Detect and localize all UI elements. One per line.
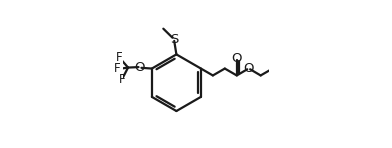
Text: F: F (119, 73, 125, 86)
Text: S: S (170, 33, 178, 46)
Text: F: F (116, 51, 122, 64)
Text: O: O (232, 52, 242, 65)
Text: O: O (135, 61, 145, 74)
Text: O: O (243, 62, 254, 75)
Text: F: F (114, 62, 120, 75)
